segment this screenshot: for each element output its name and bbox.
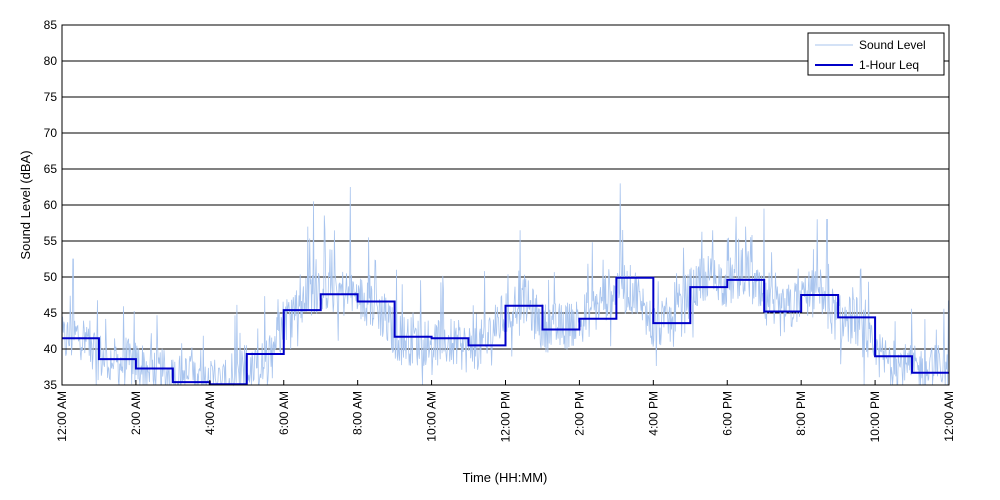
y-tick-label-65: 65 — [44, 162, 58, 176]
x-axis-label: Time (HH:MM) — [463, 470, 548, 485]
y-tick-label-35: 35 — [44, 378, 58, 392]
y-tick-label-55: 55 — [44, 234, 58, 248]
legend-entry-sound-level: Sound Level — [859, 38, 926, 52]
y-tick-label-75: 75 — [44, 90, 58, 104]
x-tick-label-2: 4:00 AM — [203, 391, 217, 435]
x-tick-label-4: 8:00 AM — [351, 391, 365, 435]
y-tick-label-80: 80 — [44, 54, 58, 68]
legend: Sound Level 1-Hour Leq — [807, 32, 945, 76]
legend-entry-leq: 1-Hour Leq — [859, 58, 919, 72]
y-tick-label-85: 85 — [44, 18, 58, 32]
y-tick-label-40: 40 — [44, 342, 58, 356]
x-tick-label-10: 8:00 PM — [794, 391, 808, 436]
legend-box — [807, 32, 945, 76]
x-tick-label-9: 6:00 PM — [720, 391, 734, 436]
y-axis-ticks: 35 40 45 50 55 60 65 70 75 80 85 — [44, 18, 67, 392]
y-axis-label: Sound Level (dBA) — [18, 150, 33, 259]
x-tick-label-7: 2:00 PM — [572, 391, 586, 436]
sound-level-line — [61, 183, 950, 387]
x-tick-label-0: 12:00 AM — [55, 391, 69, 442]
x-tick-label-11: 10:00 PM — [868, 391, 882, 442]
x-tick-label-3: 6:00 AM — [277, 391, 291, 435]
x-tick-label-12: 12:00 AM — [942, 391, 956, 442]
x-tick-label-6: 12:00 PM — [499, 391, 513, 442]
x-tick-label-8: 4:00 PM — [646, 391, 660, 436]
y-tick-label-50: 50 — [44, 270, 58, 284]
x-tick-label-5: 10:00 AM — [425, 391, 439, 442]
x-axis-ticks: 12:00 AM 2:00 AM 4:00 AM 6:00 AM 8:00 AM 10:0… — [55, 380, 956, 442]
grid-lines — [62, 60, 949, 350]
y-tick-label-70: 70 — [44, 126, 58, 140]
y-tick-label-45: 45 — [44, 306, 58, 320]
y-tick-label-60: 60 — [44, 198, 58, 212]
x-tick-label-1: 2:00 AM — [129, 391, 143, 435]
sound-level-series — [61, 183, 950, 387]
